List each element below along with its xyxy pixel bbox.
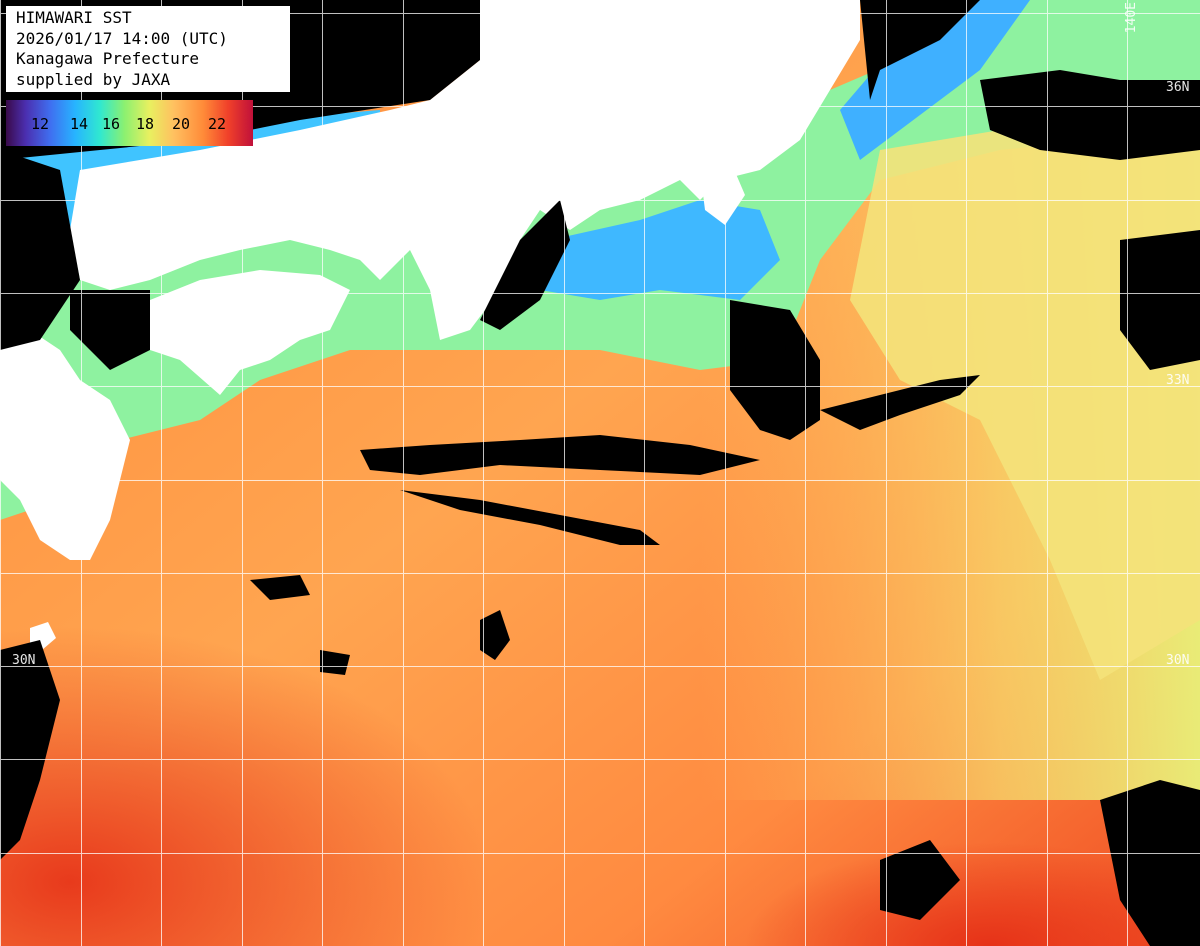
- temperature-color-legend: 12 14 16 18 20 22: [6, 100, 253, 146]
- cloud-east-band: [980, 70, 1200, 160]
- cloud-patch-southeast: [1100, 780, 1200, 946]
- cloud-patch-south: [480, 610, 510, 660]
- legend-tick-22: 22: [208, 115, 227, 133]
- cloud-bay-west: [480, 200, 570, 330]
- legend-tick-14: 14: [70, 115, 89, 133]
- north-east-cold-water: [840, 0, 1030, 160]
- cloud-patch-west-small: [250, 575, 310, 600]
- cloud-shikoku-south: [70, 290, 150, 370]
- cloud-streak-3: [820, 375, 980, 430]
- bay-cold-water: [540, 200, 780, 300]
- timestamp: 2026/01/17 14:00 (UTC): [16, 28, 228, 48]
- lat-label-33n-right: 33N: [1166, 373, 1190, 388]
- legend-tick-12: 12: [31, 115, 50, 133]
- legend-tick-18: 18: [136, 115, 155, 133]
- lat-label-30n-left: 30N: [12, 653, 36, 668]
- info-box: HIMAWARI SST 2026/01/17 14:00 (UTC) Kana…: [6, 6, 290, 92]
- data-source: supplied by JAXA: [16, 69, 171, 89]
- lat-label-30n-right: 30N: [1166, 653, 1190, 668]
- cloud-streak-1: [360, 435, 760, 475]
- land-izu-peninsula: [700, 160, 745, 225]
- offshore-yellow-band: [850, 120, 1200, 680]
- lon-label-140e: 140E: [1124, 2, 1139, 34]
- legend-tick-20: 20: [172, 115, 191, 133]
- cloud-patch-south-center: [880, 840, 960, 920]
- land-honshu: [70, 0, 860, 340]
- cloud-patch-mid: [320, 650, 350, 675]
- cloud-streak-2: [400, 490, 660, 545]
- lat-label-36n: 36N: [1166, 80, 1190, 95]
- cloud-sagami: [730, 300, 820, 440]
- provider-prefecture: Kanagawa Prefecture: [16, 49, 200, 68]
- land-kyushu: [0, 330, 130, 560]
- cloud-patch-southwest: [0, 640, 60, 860]
- product-title: HIMAWARI SST: [16, 8, 132, 27]
- cloud-northeast: [860, 0, 980, 100]
- cloud-east-blob: [1120, 230, 1200, 370]
- lat-label-33n-left: 33N: [12, 373, 36, 388]
- lon-label-136e: 136E: [480, 2, 495, 34]
- land-shikoku: [150, 270, 350, 395]
- legend-tick-16: 16: [102, 115, 121, 133]
